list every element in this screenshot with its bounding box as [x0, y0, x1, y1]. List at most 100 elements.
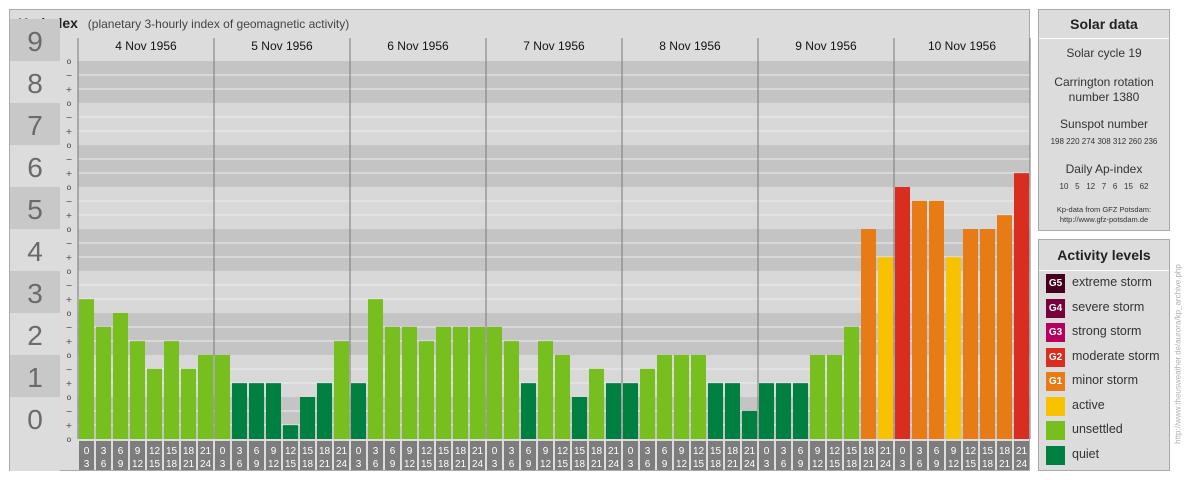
hour-start-label: 21: [1016, 446, 1028, 457]
hour-end-label: 9: [934, 459, 940, 470]
hour-start-label: 6: [118, 446, 124, 457]
activity-level-item: G1 minor storm: [1046, 372, 1170, 391]
hour-start-label: 12: [965, 446, 977, 457]
hour-box: [963, 441, 978, 470]
hour-end-label: 3: [220, 459, 226, 470]
hour-start-label: 21: [880, 446, 892, 457]
hour-end-label: 21: [999, 459, 1011, 470]
hour-box: [759, 441, 774, 470]
hour-box: [300, 441, 315, 470]
hour-box: [351, 441, 366, 470]
hour-end-label: 15: [557, 459, 569, 470]
y-tick-label: 3: [27, 278, 43, 309]
kp-bar: [606, 383, 621, 439]
kp-bar: [674, 355, 689, 439]
hour-end-label: 3: [764, 459, 770, 470]
sunspot-values: 198 220 274 308 312 260 236: [1050, 137, 1158, 146]
kp-bar: [980, 229, 995, 439]
kp-bar: [963, 229, 978, 439]
minor-tick-label: +: [66, 421, 73, 430]
kp-bar-chart: 4 Nov 1956 5 Nov 1956 6 Nov 1956 7 Nov 1956…: [10, 19, 1031, 471]
hour-end-label: 24: [880, 459, 892, 470]
hour-start-label: 0: [900, 446, 906, 457]
activity-level-item: unsettled: [1046, 421, 1170, 440]
y-tick-label: 8: [27, 68, 43, 99]
activity-level-label: extreme storm: [1072, 275, 1152, 289]
hour-start-label: 12: [285, 446, 297, 457]
minor-tick-label: o: [67, 435, 72, 444]
activity-level-swatch: G2: [1046, 347, 1065, 367]
hour-start-label: 3: [917, 446, 923, 457]
hour-box: [1014, 441, 1029, 470]
source-line-2: http://www.gfz-potsdam.de: [1059, 215, 1149, 224]
kp-bar: [436, 326, 451, 439]
hour-box: [555, 441, 570, 470]
hour-box: [946, 441, 961, 470]
kp-bar: [198, 355, 213, 439]
activity-level-item: G5 extreme storm: [1046, 274, 1170, 293]
hour-start-label: 15: [982, 446, 994, 457]
hour-box: [317, 441, 332, 470]
hour-end-label: 12: [404, 459, 416, 470]
hour-start-label: 21: [744, 446, 756, 457]
kp-bar: [130, 341, 145, 439]
hour-end-label: 3: [84, 459, 90, 470]
kp-bar: [640, 368, 655, 439]
ap-label: Daily Ap-index: [1065, 162, 1143, 176]
kp-bar: [929, 200, 944, 439]
hour-cell: 03: [215, 441, 230, 470]
hour-start-label: 0: [356, 446, 362, 457]
kp-bar: [725, 383, 740, 439]
hour-start-label: 6: [934, 446, 940, 457]
hour-cell: 69: [793, 441, 808, 470]
kp-bar: [555, 355, 570, 439]
hour-box: [997, 441, 1012, 470]
sunspot-label: Sunspot number: [1059, 117, 1149, 131]
hour-end-label: 9: [526, 459, 532, 470]
hour-box: [912, 441, 927, 470]
hour-box: [878, 441, 893, 470]
y-axis-band: [10, 271, 60, 313]
hour-box: [147, 441, 162, 470]
kp-bar: [538, 341, 553, 439]
kp-bar: [759, 383, 774, 439]
minor-tick-label: −: [66, 323, 73, 332]
minor-tick-label: −: [66, 113, 73, 122]
credit-text: http://www.theusweather.de/aurora/kp_arc…: [1173, 264, 1183, 444]
activity-level-item: G2 moderate storm: [1046, 347, 1170, 367]
activity-level-item: G4 severe storm: [1046, 298, 1170, 318]
hour-end-label: 12: [676, 459, 688, 470]
hour-cell: 03: [351, 441, 366, 470]
source-line-1: Kp-data from GFZ Potsdam:: [1056, 205, 1152, 214]
kp-bar: [844, 326, 859, 439]
hour-end-label: 12: [948, 459, 960, 470]
hour-box: [623, 441, 638, 470]
hour-box: [572, 441, 587, 470]
hour-box: [538, 441, 553, 470]
hour-box: [96, 441, 111, 470]
kp-bar: [861, 229, 876, 439]
hour-box: [419, 441, 434, 470]
hour-end-label: 18: [438, 459, 450, 470]
hour-box: [198, 441, 213, 470]
minor-tick-label: −: [66, 239, 73, 248]
solar-cycle: Solar cycle 19: [1066, 46, 1142, 60]
hour-end-label: 24: [744, 459, 756, 470]
y-tick-label: 7: [27, 110, 43, 141]
y-tick-label: 0: [27, 404, 43, 435]
minor-tick-label: o: [67, 57, 72, 66]
